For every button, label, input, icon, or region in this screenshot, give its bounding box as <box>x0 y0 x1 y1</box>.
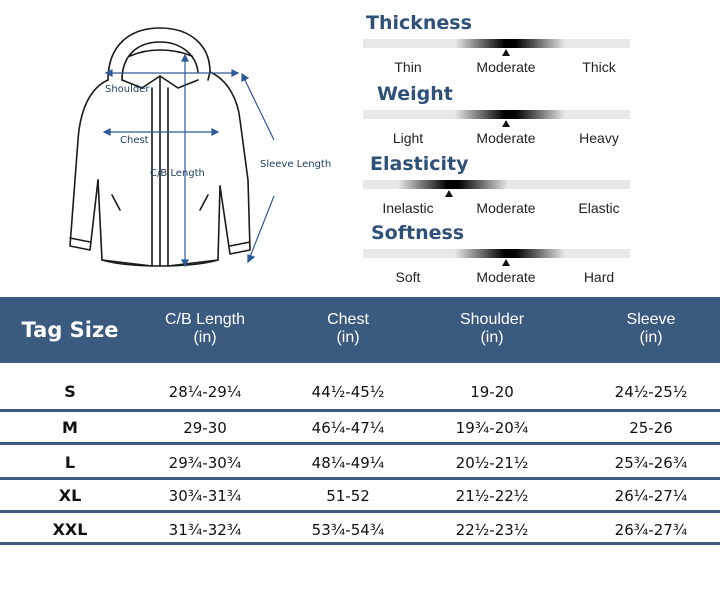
softness-marker-icon <box>502 259 510 266</box>
chest-cell: 44½-45½ <box>311 383 385 401</box>
elasticity-scale: Elasticity Inelastic Moderate Elastic <box>360 143 640 216</box>
row-divider <box>0 409 720 412</box>
cb-length-label: C/B Length <box>150 168 205 179</box>
chest-cell: 53¾-54¾ <box>311 521 385 539</box>
elasticity-bar <box>363 180 630 189</box>
size-cell: M <box>62 418 78 437</box>
jacket-diagram: Shoulder Chest C/B Length Sleeve Length <box>60 10 350 280</box>
weight-scale: Weight Light Moderate Heavy <box>360 73 640 146</box>
shoulder-cell: 19¾-20¾ <box>455 419 529 437</box>
size-cell: L <box>64 453 76 472</box>
thickness-option-low: Thin <box>394 59 422 75</box>
tag-size-header: Tag Size <box>21 318 119 342</box>
weight-option-mid: Moderate <box>476 130 536 146</box>
fabric-attributes: Thickness Thin Moderate Thick Weight Lig… <box>360 0 640 295</box>
row-divider <box>0 510 720 513</box>
thickness-title: Thickness <box>366 12 472 34</box>
sleeve-cell: 25-26 <box>629 419 673 437</box>
chest-cell: 48¼-49¼ <box>311 454 385 472</box>
elasticity-option-high: Elastic <box>578 200 620 216</box>
chest-cell: 46¼-47¼ <box>311 419 385 437</box>
thickness-marker-icon <box>502 49 510 56</box>
row-divider <box>0 477 720 480</box>
col-header-sleeve: Sleeve (in) <box>626 311 676 346</box>
weight-bar <box>363 110 630 119</box>
weight-option-low: Light <box>392 130 424 146</box>
table-row: L 29¾-30¾ 48¼-49¼ 20½-21½ 25¾-26¾ <box>0 448 720 478</box>
jacket-outline-svg: Shoulder Chest C/B Length Sleeve Length <box>69 27 331 268</box>
cb-length-cell: 31¾-32¾ <box>168 521 242 539</box>
elasticity-option-mid: Moderate <box>476 200 536 216</box>
shoulder-label: Shoulder <box>105 84 150 95</box>
elasticity-title: Elasticity <box>370 153 469 175</box>
table-row: S 28¼-29¼ 44½-45½ 19-20 24½-25½ <box>0 377 720 407</box>
shoulder-cell: 19-20 <box>470 383 514 401</box>
softness-scale: Softness Soft Moderate Hard <box>360 212 640 285</box>
col-header-cb-length: C/B Length (in) <box>164 311 246 346</box>
shoulder-cell: 20½-21½ <box>455 454 529 472</box>
cb-length-cell: 29¾-30¾ <box>168 454 242 472</box>
sleeve-cell: 26¾-27¾ <box>614 521 688 539</box>
cb-length-cell: 29-30 <box>183 419 227 437</box>
table-row: XXL 31¾-32¾ 53¾-54¾ 22½-23½ 26¾-27¾ <box>0 515 720 545</box>
table-row: M 29-30 46¼-47¼ 19¾-20¾ 25-26 <box>0 413 720 443</box>
col-header-chest: Chest (in) <box>327 311 369 346</box>
cb-length-cell: 28¼-29¼ <box>168 383 242 401</box>
table-row: XL 30¾-31¾ 51-52 21½-22½ 26¼-27¼ <box>0 481 720 511</box>
size-cell: XXL <box>52 520 88 539</box>
weight-option-high: Heavy <box>579 130 619 146</box>
size-cell: S <box>64 382 76 401</box>
softness-option-mid: Moderate <box>476 269 536 285</box>
shoulder-cell: 21½-22½ <box>455 487 529 505</box>
softness-option-high: Hard <box>583 269 615 285</box>
shoulder-cell: 22½-23½ <box>455 521 529 539</box>
thickness-bar <box>363 39 630 48</box>
cb-length-cell: 30¾-31¾ <box>168 487 242 505</box>
sleeve-cell: 26¼-27¼ <box>614 487 688 505</box>
sleeve-cell: 25¾-26¾ <box>614 454 688 472</box>
row-divider <box>0 442 720 445</box>
col-header-shoulder: Shoulder (in) <box>459 311 525 346</box>
softness-bar <box>363 249 630 258</box>
elasticity-marker-icon <box>445 190 453 197</box>
size-table-header: Tag Size C/B Length (in) Chest (in) Shou… <box>0 297 720 363</box>
elasticity-option-low: Inelastic <box>382 200 434 216</box>
row-divider <box>0 542 720 545</box>
thickness-option-high: Thick <box>582 59 616 75</box>
thickness-scale: Thickness Thin Moderate Thick <box>360 2 640 75</box>
chest-label: Chest <box>120 135 149 146</box>
weight-marker-icon <box>502 120 510 127</box>
softness-option-low: Soft <box>395 269 421 285</box>
chest-cell: 51-52 <box>326 487 370 505</box>
thickness-option-mid: Moderate <box>476 59 536 75</box>
softness-title: Softness <box>371 222 465 244</box>
sleeve-cell: 24½-25½ <box>614 383 688 401</box>
weight-title: Weight <box>377 83 453 105</box>
sleeve-length-label: Sleeve Length <box>260 159 331 170</box>
size-cell: XL <box>58 486 82 505</box>
